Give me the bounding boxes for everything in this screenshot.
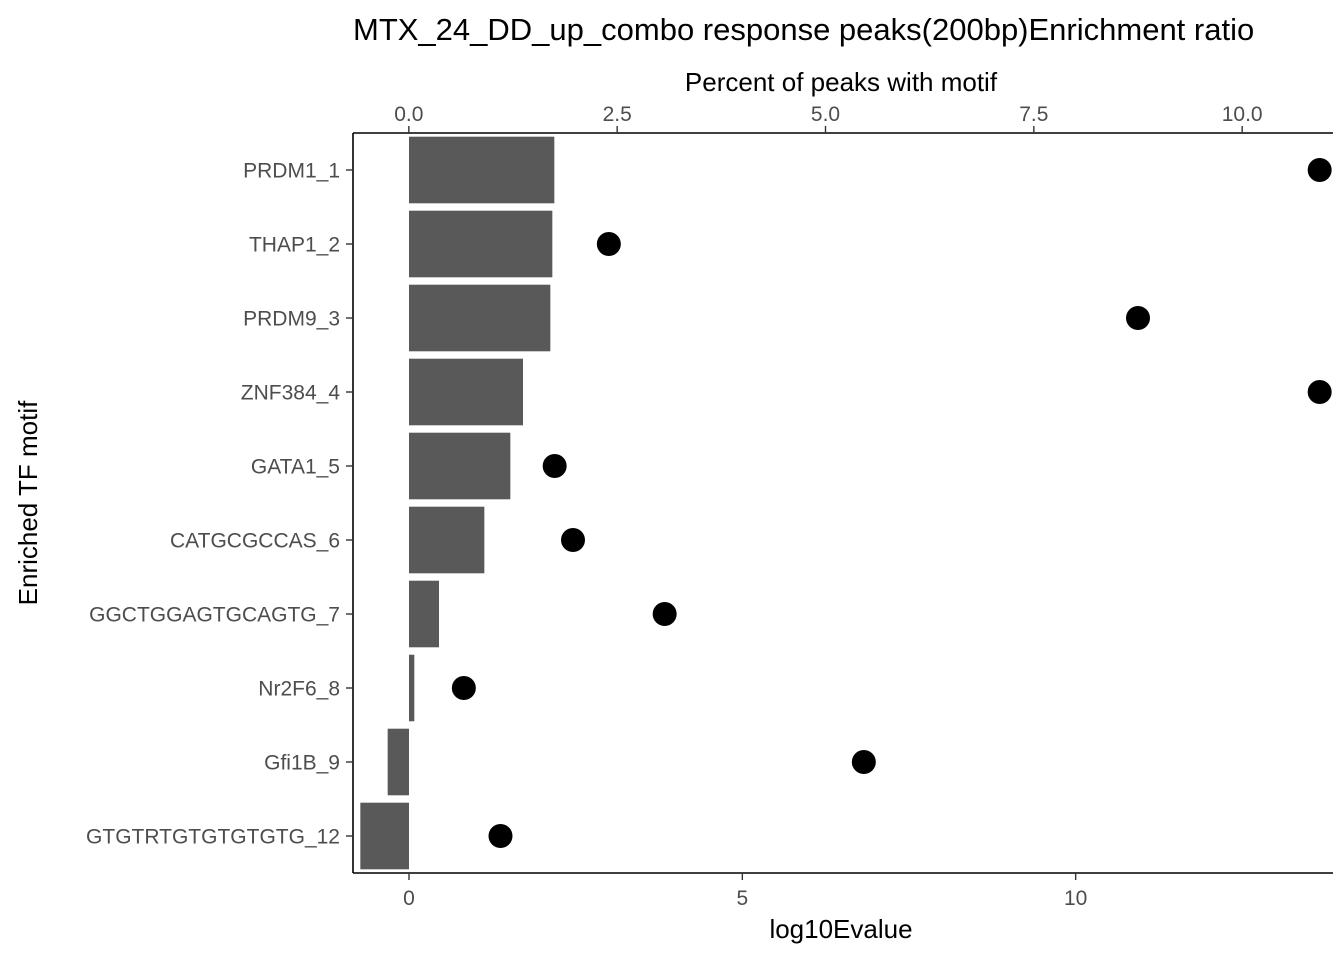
y-tick-label: GTGTRTGTGTGTGTG_12	[86, 826, 340, 849]
point-GATA1_5	[542, 454, 567, 478]
bar-CATGCGCCAS_6	[409, 506, 485, 574]
x-top-tick-label: 7.5	[1019, 103, 1048, 126]
bar-THAP1_2	[409, 210, 553, 278]
bar-Nr2F6_8	[409, 654, 415, 722]
chart-title: MTX_24_DD_up_combo response peaks(200bp)…	[353, 12, 1254, 47]
bar-GGCTGGAGTGCAGTG_7	[409, 580, 439, 648]
point-CATGCGCCAS_6	[561, 528, 585, 552]
x-top-tick-label: 5.0	[811, 103, 840, 126]
bar-group	[360, 136, 555, 870]
y-tick-label: PRDM1_1	[243, 160, 340, 183]
bar-PRDM1_1	[409, 136, 555, 204]
point-ZNF384_4	[1307, 380, 1332, 404]
point-GGCTGGAGTGCAGTG_7	[652, 602, 677, 626]
x-axis-top-title: Percent of peaks with motif	[685, 67, 998, 97]
x-bottom-tick-label: 5	[736, 887, 748, 910]
bar-GTGTRTGTGTGTGTG_12	[360, 802, 409, 870]
y-tick-label: GATA1_5	[251, 456, 340, 479]
y-tick-label: CATGCGCCAS_6	[170, 530, 340, 553]
point-THAP1_2	[596, 232, 621, 256]
y-tick-label: ZNF384_4	[241, 382, 341, 405]
y-tick-label: PRDM9_3	[243, 308, 340, 331]
y-axis-title: Enriched TF motif	[13, 400, 43, 605]
x-bottom-tick-label: 0	[403, 887, 415, 910]
bar-PRDM9_3	[409, 284, 551, 352]
point-PRDM9_3	[1126, 306, 1150, 330]
point-PRDM1_1	[1307, 158, 1332, 182]
x-bottom-tick-label: 10	[1064, 887, 1087, 910]
bar-Gfi1B_9	[387, 728, 409, 796]
x-axis-top-ticks: 0.0 2.5 5.0 7.5 10.0	[394, 103, 1263, 133]
x-top-tick-label: 2.5	[603, 103, 632, 126]
x-axis-bottom-title: log10Evalue	[769, 914, 912, 944]
point-Gfi1B_9	[851, 750, 876, 774]
y-tick-label: Gfi1B_9	[264, 752, 340, 775]
point-Nr2F6_8	[451, 676, 476, 700]
point-group	[451, 158, 1332, 848]
x-axis-bottom-ticks: 0 5 10	[403, 873, 1087, 910]
y-tick-label: GGCTGGAGTGCAGTG_7	[89, 604, 340, 627]
point-GTGTRTGTGTGTGTG_12	[488, 824, 513, 848]
y-tick-label: THAP1_2	[249, 234, 340, 257]
bar-GATA1_5	[409, 432, 511, 500]
x-top-tick-label: 10.0	[1222, 103, 1263, 126]
bar-ZNF384_4	[409, 358, 523, 426]
y-axis-ticks: PRDM1_1 THAP1_2 PRDM9_3 ZNF384_4 GATA1_5 CATG…	[86, 160, 353, 849]
y-tick-label: Nr2F6_8	[258, 678, 340, 701]
x-top-tick-label: 0.0	[394, 103, 423, 126]
